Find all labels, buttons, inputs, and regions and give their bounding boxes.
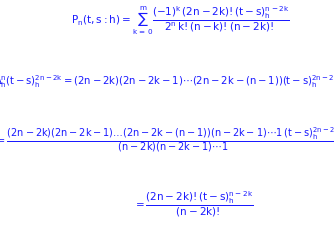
Text: $\mathrm{= \dfrac{(2n-2k)(2n-2k-1)\ldots(2n-2k-(n-1))(n-2k-1)\cdots1\,(t-s)_h^{2: $\mathrm{= \dfrac{(2n-2k)(2n-2k-1)\ldots… — [0, 124, 334, 153]
Text: $\mathrm{\Delta_h^n(t-s)_h^{2n-2k} = (2n-2k)(2n-2k-1)\cdots(2n-2k-(n-1))(t-s)_h^: $\mathrm{\Delta_h^n(t-s)_h^{2n-2k} = (2n… — [0, 73, 334, 89]
Text: $\mathrm{P_n(t,s:h) = \sum_{k\,=\,0}^{m} \dfrac{(-1)^k\,(2n-2k)!(t-s)_h^{n-2k}}{: $\mathrm{P_n(t,s:h) = \sum_{k\,=\,0}^{m}… — [71, 5, 290, 37]
Text: $\mathrm{= \dfrac{(2n-2k)!(t-s)_h^{n-2k}}{(n-2k)!}}$: $\mathrm{= \dfrac{(2n-2k)!(t-s)_h^{n-2k}… — [133, 189, 254, 218]
